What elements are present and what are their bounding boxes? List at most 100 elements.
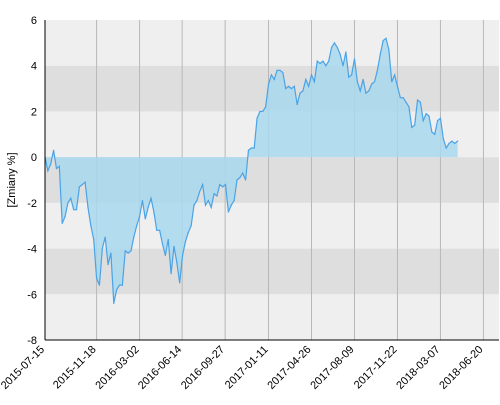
data-point [127,252,129,254]
data-point [371,83,373,85]
data-point [425,113,427,115]
data-point [216,195,218,197]
data-point [270,74,272,76]
data-point [61,222,63,225]
data-point [436,119,439,122]
data-point [245,179,247,181]
data-point [279,69,281,71]
data-point [159,229,161,231]
data-point [222,186,224,188]
data-point [310,74,313,76]
data-point [202,183,204,186]
x-tick-labels: 2015-07-15 2015-11-182016-03-022016-06-14… [0,344,486,392]
data-point [345,51,347,53]
data-point [144,218,146,220]
data-point [253,147,255,149]
data-point [73,209,75,211]
data-point [396,85,399,87]
data-point [273,78,275,81]
data-point [259,110,261,113]
data-point [339,53,341,55]
data-point [416,99,419,101]
data-point [287,85,290,87]
data-point [78,186,80,188]
data-point [116,289,118,291]
data-point [187,231,189,234]
data-point [454,142,456,145]
data-point [319,62,321,65]
data-point [207,199,209,202]
data-point [336,46,338,49]
x-tick-label: 2017-11-22 [352,344,400,392]
data-point [147,206,149,209]
data-point [411,126,413,129]
data-point [262,110,264,113]
data-point [373,81,376,83]
data-point [265,106,267,108]
x-tick-label: 2017-04-26 [265,344,313,392]
data-point [394,74,396,76]
data-point [434,133,436,135]
data-point [176,261,178,263]
data-point [75,209,78,211]
data-point [399,97,401,99]
data-point [242,172,244,174]
data-point [164,254,166,257]
data-point [256,117,258,119]
data-point [193,204,195,206]
data-point [87,206,89,209]
data-point [428,115,430,117]
data-point [181,254,184,257]
x-tick-label: 2016-06-14 [136,344,184,392]
data-point [330,46,333,49]
x-tick-label: 2018-06-20 [437,344,485,392]
data-point [422,119,424,122]
data-point [302,90,304,92]
y-tick-label: -8 [27,335,37,347]
data-point [382,39,384,42]
data-point [376,69,379,71]
data-point [405,101,407,103]
data-point [179,282,181,284]
data-point [236,179,238,181]
y-axis-label: [Zmiany %] [6,152,18,207]
data-point [50,163,52,165]
data-point [439,117,442,119]
data-point [299,92,301,94]
background-band [45,294,499,340]
data-point [250,147,252,149]
y-tick-label: 0 [31,152,37,164]
data-point [233,199,235,202]
data-point [210,206,212,209]
data-point [93,238,95,241]
y-tick-label: -4 [27,244,37,256]
data-point [81,183,83,186]
data-point [153,211,155,213]
y-tick-label: -6 [27,289,37,301]
data-point [184,241,187,243]
data-point [227,211,229,213]
data-point [342,65,344,67]
data-point [161,243,164,245]
data-point [55,167,58,170]
data-point [121,284,123,286]
data-point [448,142,450,145]
data-point [388,49,390,51]
data-point [173,245,175,247]
data-point [451,140,453,142]
data-point [138,215,141,218]
data-point [385,37,387,39]
data-point [267,83,270,85]
data-point [219,183,221,186]
data-point [276,69,278,71]
x-tick-label: 2016-03-02 [93,344,141,392]
data-point [457,140,459,142]
data-point [53,149,55,151]
data-point [58,165,60,167]
y-tick-label: 6 [31,15,37,27]
data-point [402,97,404,99]
x-tick-label: 2015-07-15 [0,344,47,392]
data-point [104,236,106,238]
data-point [285,87,287,90]
data-point [316,60,318,62]
